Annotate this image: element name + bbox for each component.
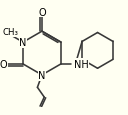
Text: N: N: [38, 70, 46, 80]
Text: O: O: [0, 59, 7, 69]
Text: O: O: [38, 8, 46, 18]
Text: CH₃: CH₃: [2, 28, 18, 37]
Text: NH: NH: [74, 59, 88, 69]
Text: N: N: [19, 38, 27, 48]
